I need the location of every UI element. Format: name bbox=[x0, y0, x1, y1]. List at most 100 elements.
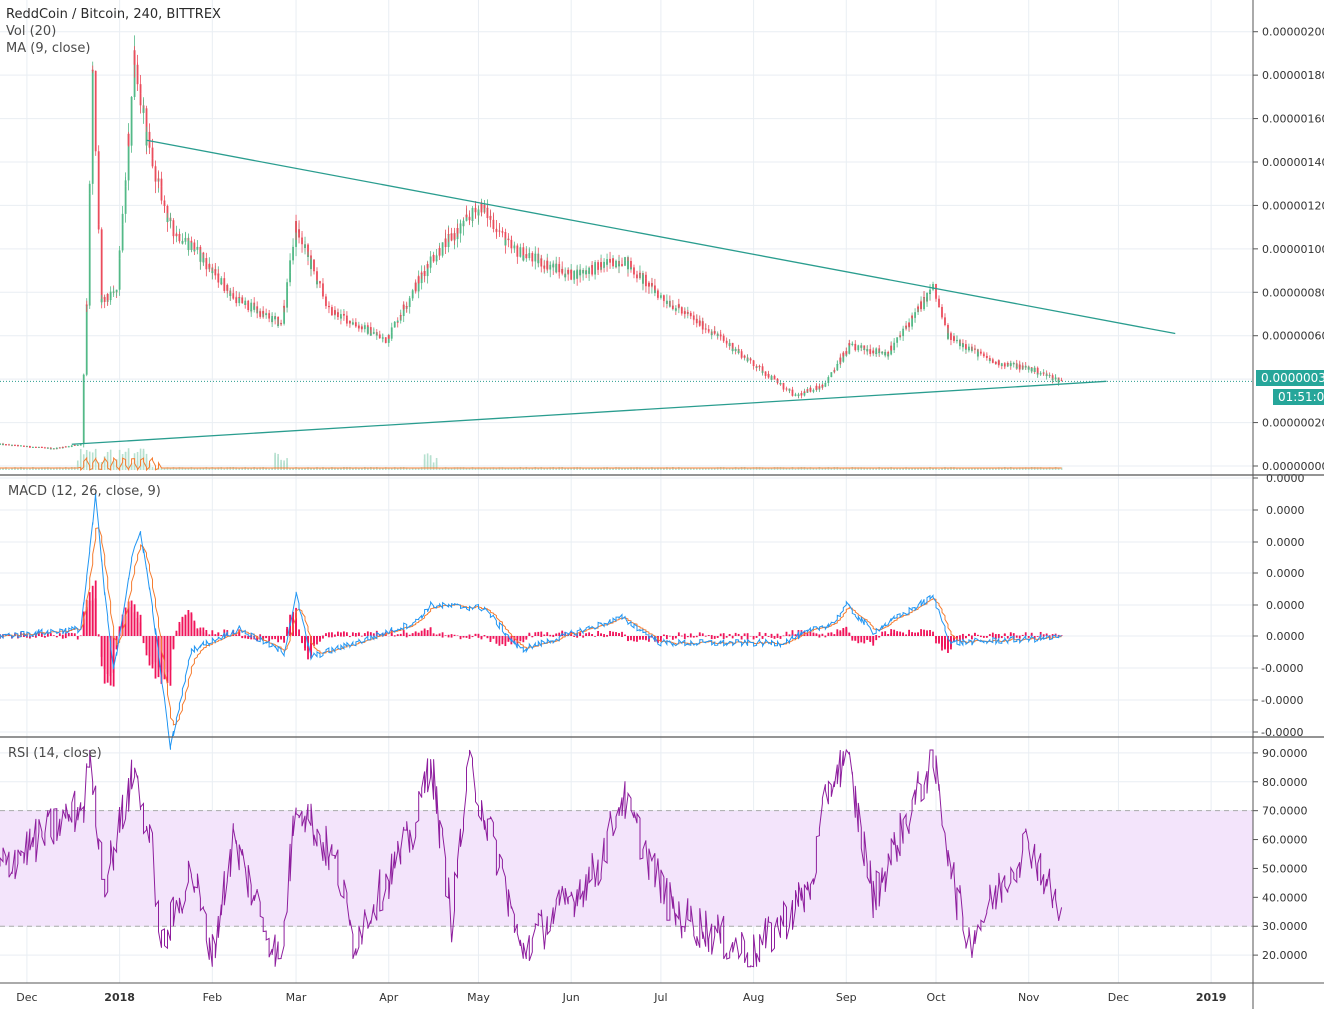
macd-histogram-bar bbox=[310, 636, 312, 656]
volume-bar bbox=[875, 467, 878, 470]
volume-bar bbox=[50, 468, 52, 470]
macd-histogram-bar bbox=[447, 634, 450, 636]
macd-histogram-bar bbox=[537, 631, 540, 636]
rsi-line bbox=[0, 748, 1063, 968]
volume-bar bbox=[953, 467, 955, 470]
candle-body bbox=[11, 444, 13, 446]
macd-histogram-bar bbox=[770, 633, 773, 636]
candle-body bbox=[193, 249, 196, 252]
candle-body bbox=[767, 374, 770, 378]
macd-histogram-bar bbox=[845, 626, 848, 636]
macd-histogram-bar bbox=[552, 634, 555, 636]
candle-body bbox=[791, 393, 794, 396]
rsi-tick-label: 80.0000 bbox=[1262, 776, 1308, 789]
candle-body bbox=[911, 315, 913, 327]
candle-body bbox=[199, 252, 202, 262]
macd-histogram-bar bbox=[716, 636, 719, 638]
volume-bar bbox=[172, 467, 175, 470]
volume-bar bbox=[582, 468, 584, 470]
macd-histogram-bar bbox=[477, 633, 480, 636]
candle-body bbox=[253, 306, 256, 310]
candle-body bbox=[746, 358, 749, 362]
candle-body bbox=[680, 311, 683, 314]
volume-bar bbox=[627, 468, 629, 470]
macd-histogram-bar bbox=[707, 635, 710, 636]
candle-body bbox=[683, 311, 686, 315]
macd-histogram-bar bbox=[142, 636, 145, 638]
volume-bar bbox=[1006, 467, 1009, 470]
price-panel[interactable] bbox=[0, 35, 1253, 472]
support-trendline bbox=[71, 380, 1107, 445]
candle-body bbox=[824, 382, 827, 385]
candle-body bbox=[480, 203, 483, 213]
macd-histogram-bar bbox=[214, 634, 217, 636]
macd-histogram-bar bbox=[776, 636, 779, 638]
volume-bar bbox=[304, 467, 306, 470]
rsi-legend[interactable]: RSI (14, close) bbox=[8, 746, 102, 761]
candle-body bbox=[345, 317, 348, 324]
candle-body bbox=[97, 224, 100, 230]
volume-bar bbox=[44, 467, 46, 470]
volume-bar bbox=[375, 467, 378, 470]
volume-bar bbox=[522, 468, 525, 470]
candle-body bbox=[896, 337, 899, 340]
candle-body bbox=[498, 230, 501, 232]
candle-body bbox=[295, 221, 297, 233]
candle-body bbox=[585, 270, 588, 275]
macd-histogram-bar bbox=[965, 636, 967, 639]
macd-histogram-bar bbox=[29, 636, 31, 639]
candle-body bbox=[624, 257, 626, 261]
candle-body bbox=[728, 342, 731, 346]
macd-histogram-bar bbox=[498, 636, 501, 639]
candle-body bbox=[250, 302, 253, 312]
volume-bar bbox=[713, 468, 716, 470]
volume-bar bbox=[1012, 468, 1015, 470]
volume-bar bbox=[755, 467, 758, 470]
volume-legend[interactable]: Vol (20) bbox=[6, 24, 57, 39]
macd-histogram-bar bbox=[357, 632, 360, 636]
candle-body bbox=[474, 211, 477, 213]
macd-histogram-bar bbox=[343, 636, 345, 637]
volume-bar bbox=[749, 467, 752, 470]
rsi-panel[interactable] bbox=[0, 748, 1253, 968]
volume-bar bbox=[1009, 468, 1012, 470]
macd-histogram-bar bbox=[133, 612, 136, 636]
candle-body bbox=[953, 336, 955, 341]
volume-bar bbox=[316, 468, 318, 470]
time-tick-label: 2018 bbox=[104, 991, 135, 1004]
macd-histogram-bar bbox=[199, 630, 202, 636]
volume-bar bbox=[507, 468, 510, 470]
macd-panel[interactable] bbox=[0, 492, 1063, 750]
candle-body bbox=[483, 204, 486, 209]
volume-bar bbox=[983, 467, 985, 470]
candle-body bbox=[384, 339, 387, 343]
time-axis[interactable]: Dec 2018 Feb Mar Apr May Jun Jul Aug Sep Oct Nov Dec… bbox=[16, 991, 1226, 1004]
candle-body bbox=[991, 360, 994, 363]
volume-bar bbox=[307, 467, 309, 470]
volume-bar bbox=[405, 467, 408, 470]
volume-bar bbox=[130, 464, 133, 470]
volume-bar bbox=[1048, 468, 1051, 470]
volume-bar bbox=[761, 468, 764, 470]
trendlines[interactable] bbox=[71, 139, 1176, 445]
candle-body bbox=[779, 383, 782, 385]
volume-bar bbox=[860, 467, 863, 470]
volume-bar bbox=[133, 461, 136, 470]
macd-legend[interactable]: MACD (12, 26, close, 9) bbox=[8, 484, 161, 499]
macd-histogram-bar bbox=[124, 614, 127, 636]
candle-body bbox=[301, 239, 303, 245]
volume-bar bbox=[253, 467, 255, 470]
candle-body bbox=[208, 264, 211, 268]
time-tick-label: Mar bbox=[286, 991, 307, 1004]
candle-body bbox=[525, 254, 528, 259]
volume-bar bbox=[178, 467, 181, 470]
macd-histogram-bar bbox=[507, 636, 510, 642]
price-axis[interactable]: 0.00000200 0.00000180 0.00000160 0.00000140… bbox=[1253, 26, 1324, 962]
ma-legend[interactable]: MA (9, close) bbox=[6, 41, 91, 56]
candle-body bbox=[944, 317, 946, 324]
candle-body bbox=[408, 298, 411, 300]
volume-bar bbox=[361, 467, 363, 470]
symbol-title[interactable]: ReddCoin / Bitcoin, 240, BITTREX bbox=[6, 7, 221, 22]
